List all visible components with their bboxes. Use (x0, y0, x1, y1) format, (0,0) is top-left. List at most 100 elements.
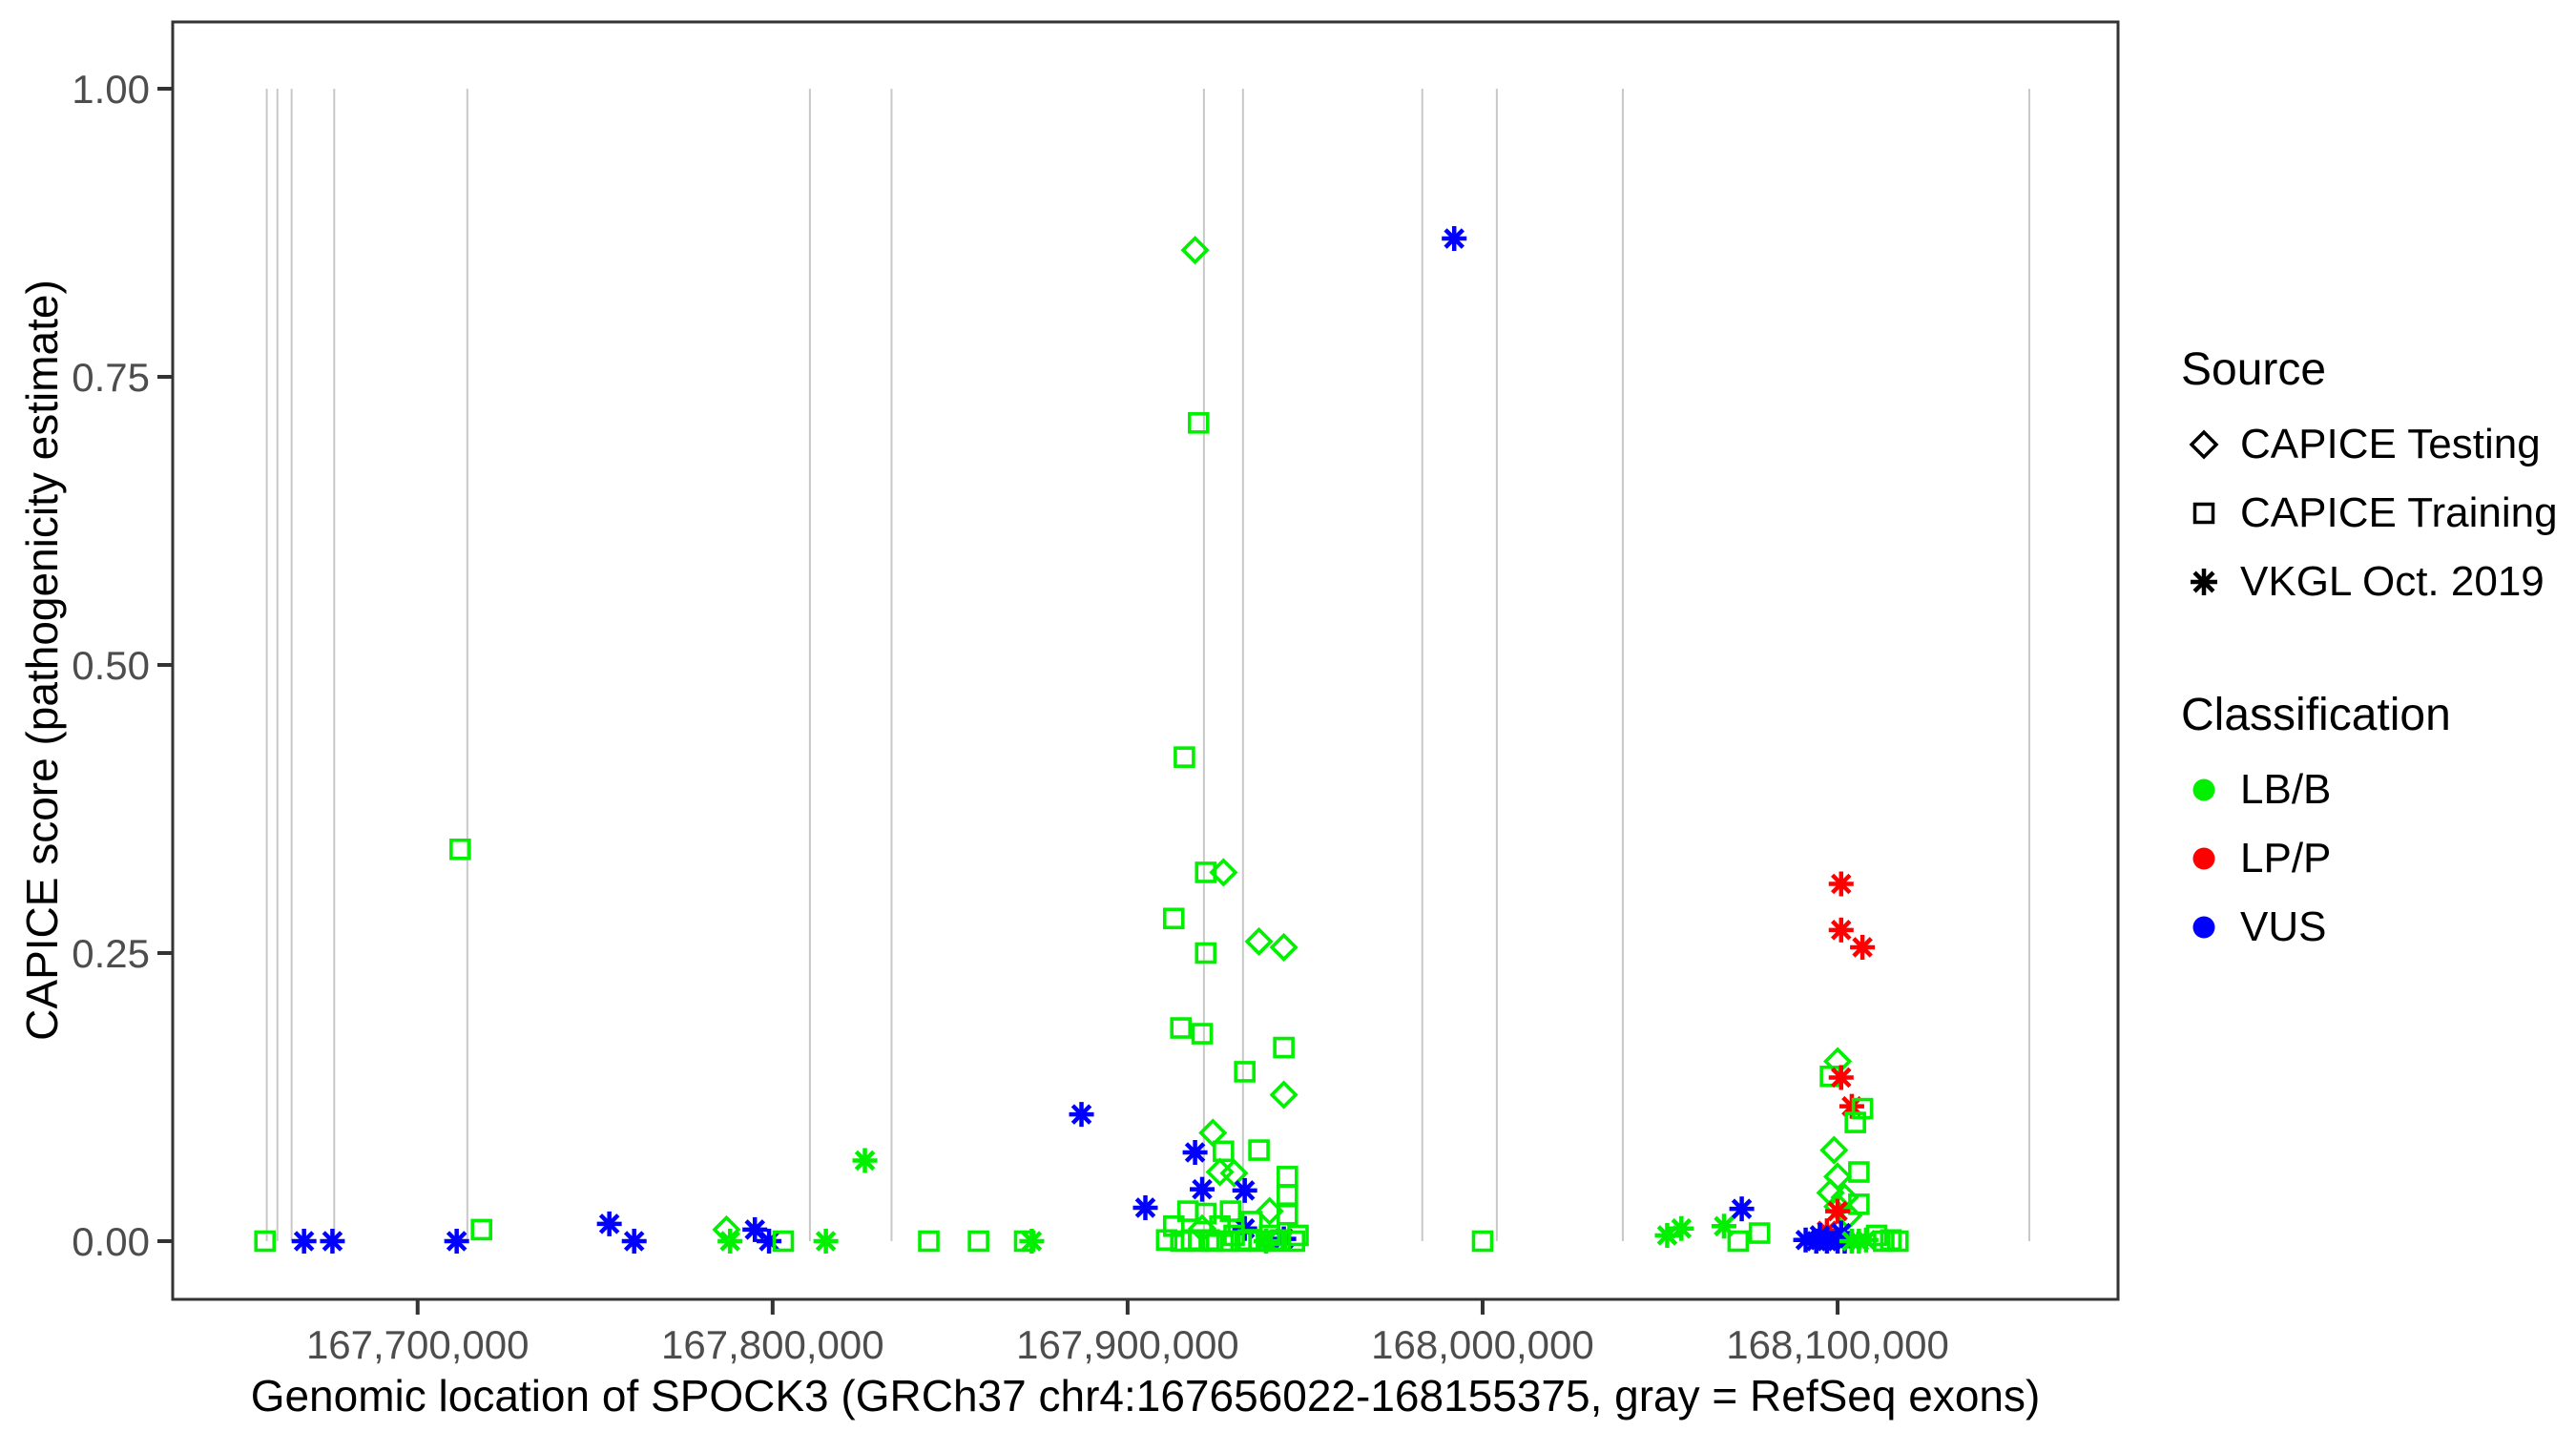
plot-panel-border (171, 20, 2120, 1301)
data-point (1828, 917, 1854, 943)
data-point (1180, 236, 1210, 265)
legend-item-label: VUS (2240, 903, 2327, 950)
data-point (1190, 1176, 1215, 1202)
data-point (470, 1218, 493, 1241)
data-point (1277, 1166, 1298, 1188)
legend-item-vus: VUS (2181, 903, 2451, 951)
square-marker-icon (2192, 502, 2215, 525)
data-point (1807, 1222, 1833, 1248)
legend-item-vkgl: VKGL Oct. 2019 (2181, 558, 2558, 606)
asterisk-marker-icon (2191, 569, 2217, 595)
data-point (449, 838, 471, 861)
data-point (1155, 1229, 1178, 1252)
data-point (1255, 1196, 1284, 1226)
data-point (444, 1229, 469, 1254)
data-point (320, 1229, 345, 1254)
legend-item-label: VKGL Oct. 2019 (2240, 558, 2545, 605)
data-point (1162, 907, 1185, 930)
data-point (1244, 926, 1274, 956)
data-point (1182, 1139, 1208, 1165)
data-point (1865, 1224, 1888, 1247)
data-point (1069, 1102, 1094, 1128)
data-point (1170, 1017, 1193, 1039)
data-point (772, 1230, 795, 1253)
data-point (1215, 1230, 1238, 1253)
data-point (1887, 1230, 1909, 1253)
data-point (1195, 942, 1217, 964)
data-point (1269, 1080, 1298, 1110)
legend-classification-title: Classification (2181, 690, 2451, 740)
y-axis-title: CAPICE score (pathogenicity estimate) (17, 280, 67, 1041)
data-point (1273, 1036, 1295, 1059)
data-point (596, 1211, 622, 1236)
legend-item-label: LP/P (2240, 835, 2332, 881)
data-point (1727, 1230, 1750, 1253)
data-point (967, 1230, 989, 1253)
data-point (1132, 1194, 1158, 1220)
data-point (621, 1229, 647, 1254)
data-point (1851, 1097, 1874, 1120)
data-point (1277, 1184, 1298, 1206)
data-point (1219, 1158, 1249, 1188)
y-tick-label: 0.75 (72, 355, 150, 400)
legend-source: Source CAPICE Testing CAPICE Training VK… (2181, 343, 2558, 627)
data-point (1213, 1140, 1235, 1163)
data-point (1188, 412, 1210, 434)
data-point (1195, 861, 1217, 883)
data-point (1828, 871, 1854, 897)
diamond-marker-icon (2189, 429, 2219, 460)
data-point (1269, 932, 1298, 963)
data-point (918, 1230, 940, 1253)
legend-item-capice-testing: CAPICE Testing (2181, 421, 2558, 468)
data-point (1232, 1177, 1257, 1203)
data-point (254, 1230, 277, 1253)
data-point (1219, 1200, 1242, 1222)
data-point (1819, 1135, 1849, 1165)
data-point (1711, 1213, 1736, 1239)
x-tick-label: 167,700,000 (306, 1322, 530, 1367)
legend-item-lbb: LB/B (2181, 766, 2451, 814)
data-point (1669, 1215, 1694, 1241)
y-tick-label: 0.50 (72, 643, 150, 688)
legend-source-title: Source (2181, 344, 2327, 395)
data-point (1174, 746, 1195, 768)
green-dot-icon (2192, 778, 2215, 801)
data-point (1234, 1061, 1256, 1083)
y-tick-label: 1.00 (72, 67, 150, 112)
data-point (1248, 1139, 1270, 1161)
x-tick-label: 167,900,000 (1016, 1322, 1239, 1367)
data-point (291, 1229, 317, 1254)
red-dot-icon (2192, 847, 2215, 870)
data-point (813, 1229, 839, 1254)
legend-item-lpp: LP/P (2181, 835, 2451, 882)
data-point (852, 1148, 878, 1173)
data-point (1844, 1111, 1866, 1133)
blue-dot-icon (2192, 916, 2215, 939)
data-point (1201, 1230, 1224, 1253)
legend-item-label: CAPICE Testing (2240, 421, 2541, 467)
legend-item-label: CAPICE Training (2240, 489, 2558, 536)
data-point (1442, 226, 1467, 252)
x-axis-title: Genomic location of SPOCK3 (GRCh37 chr4:… (250, 1371, 2041, 1421)
data-point (1287, 1224, 1309, 1247)
legend-classification: Classification LB/B LP/P VUS (2181, 689, 2451, 972)
data-point (1850, 934, 1876, 960)
data-point (1729, 1196, 1755, 1222)
data-point (1223, 1224, 1245, 1247)
data-point (1828, 1065, 1854, 1090)
x-tick-label: 168,000,000 (1371, 1322, 1594, 1367)
data-point (1162, 1214, 1185, 1237)
x-tick-label: 167,800,000 (661, 1322, 884, 1367)
y-tick-label: 0.00 (72, 1219, 150, 1264)
y-tick-label: 0.25 (72, 931, 150, 976)
data-point (1748, 1222, 1771, 1244)
data-point (1195, 1202, 1217, 1225)
legend-item-label: LB/B (2240, 766, 2332, 813)
data-point (1283, 1230, 1306, 1253)
data-point (1191, 1023, 1214, 1045)
data-point (1848, 1161, 1870, 1183)
legend-item-capice-training: CAPICE Training (2181, 489, 2558, 537)
x-tick-label: 168,100,000 (1726, 1322, 1949, 1367)
data-point (1825, 1198, 1851, 1224)
